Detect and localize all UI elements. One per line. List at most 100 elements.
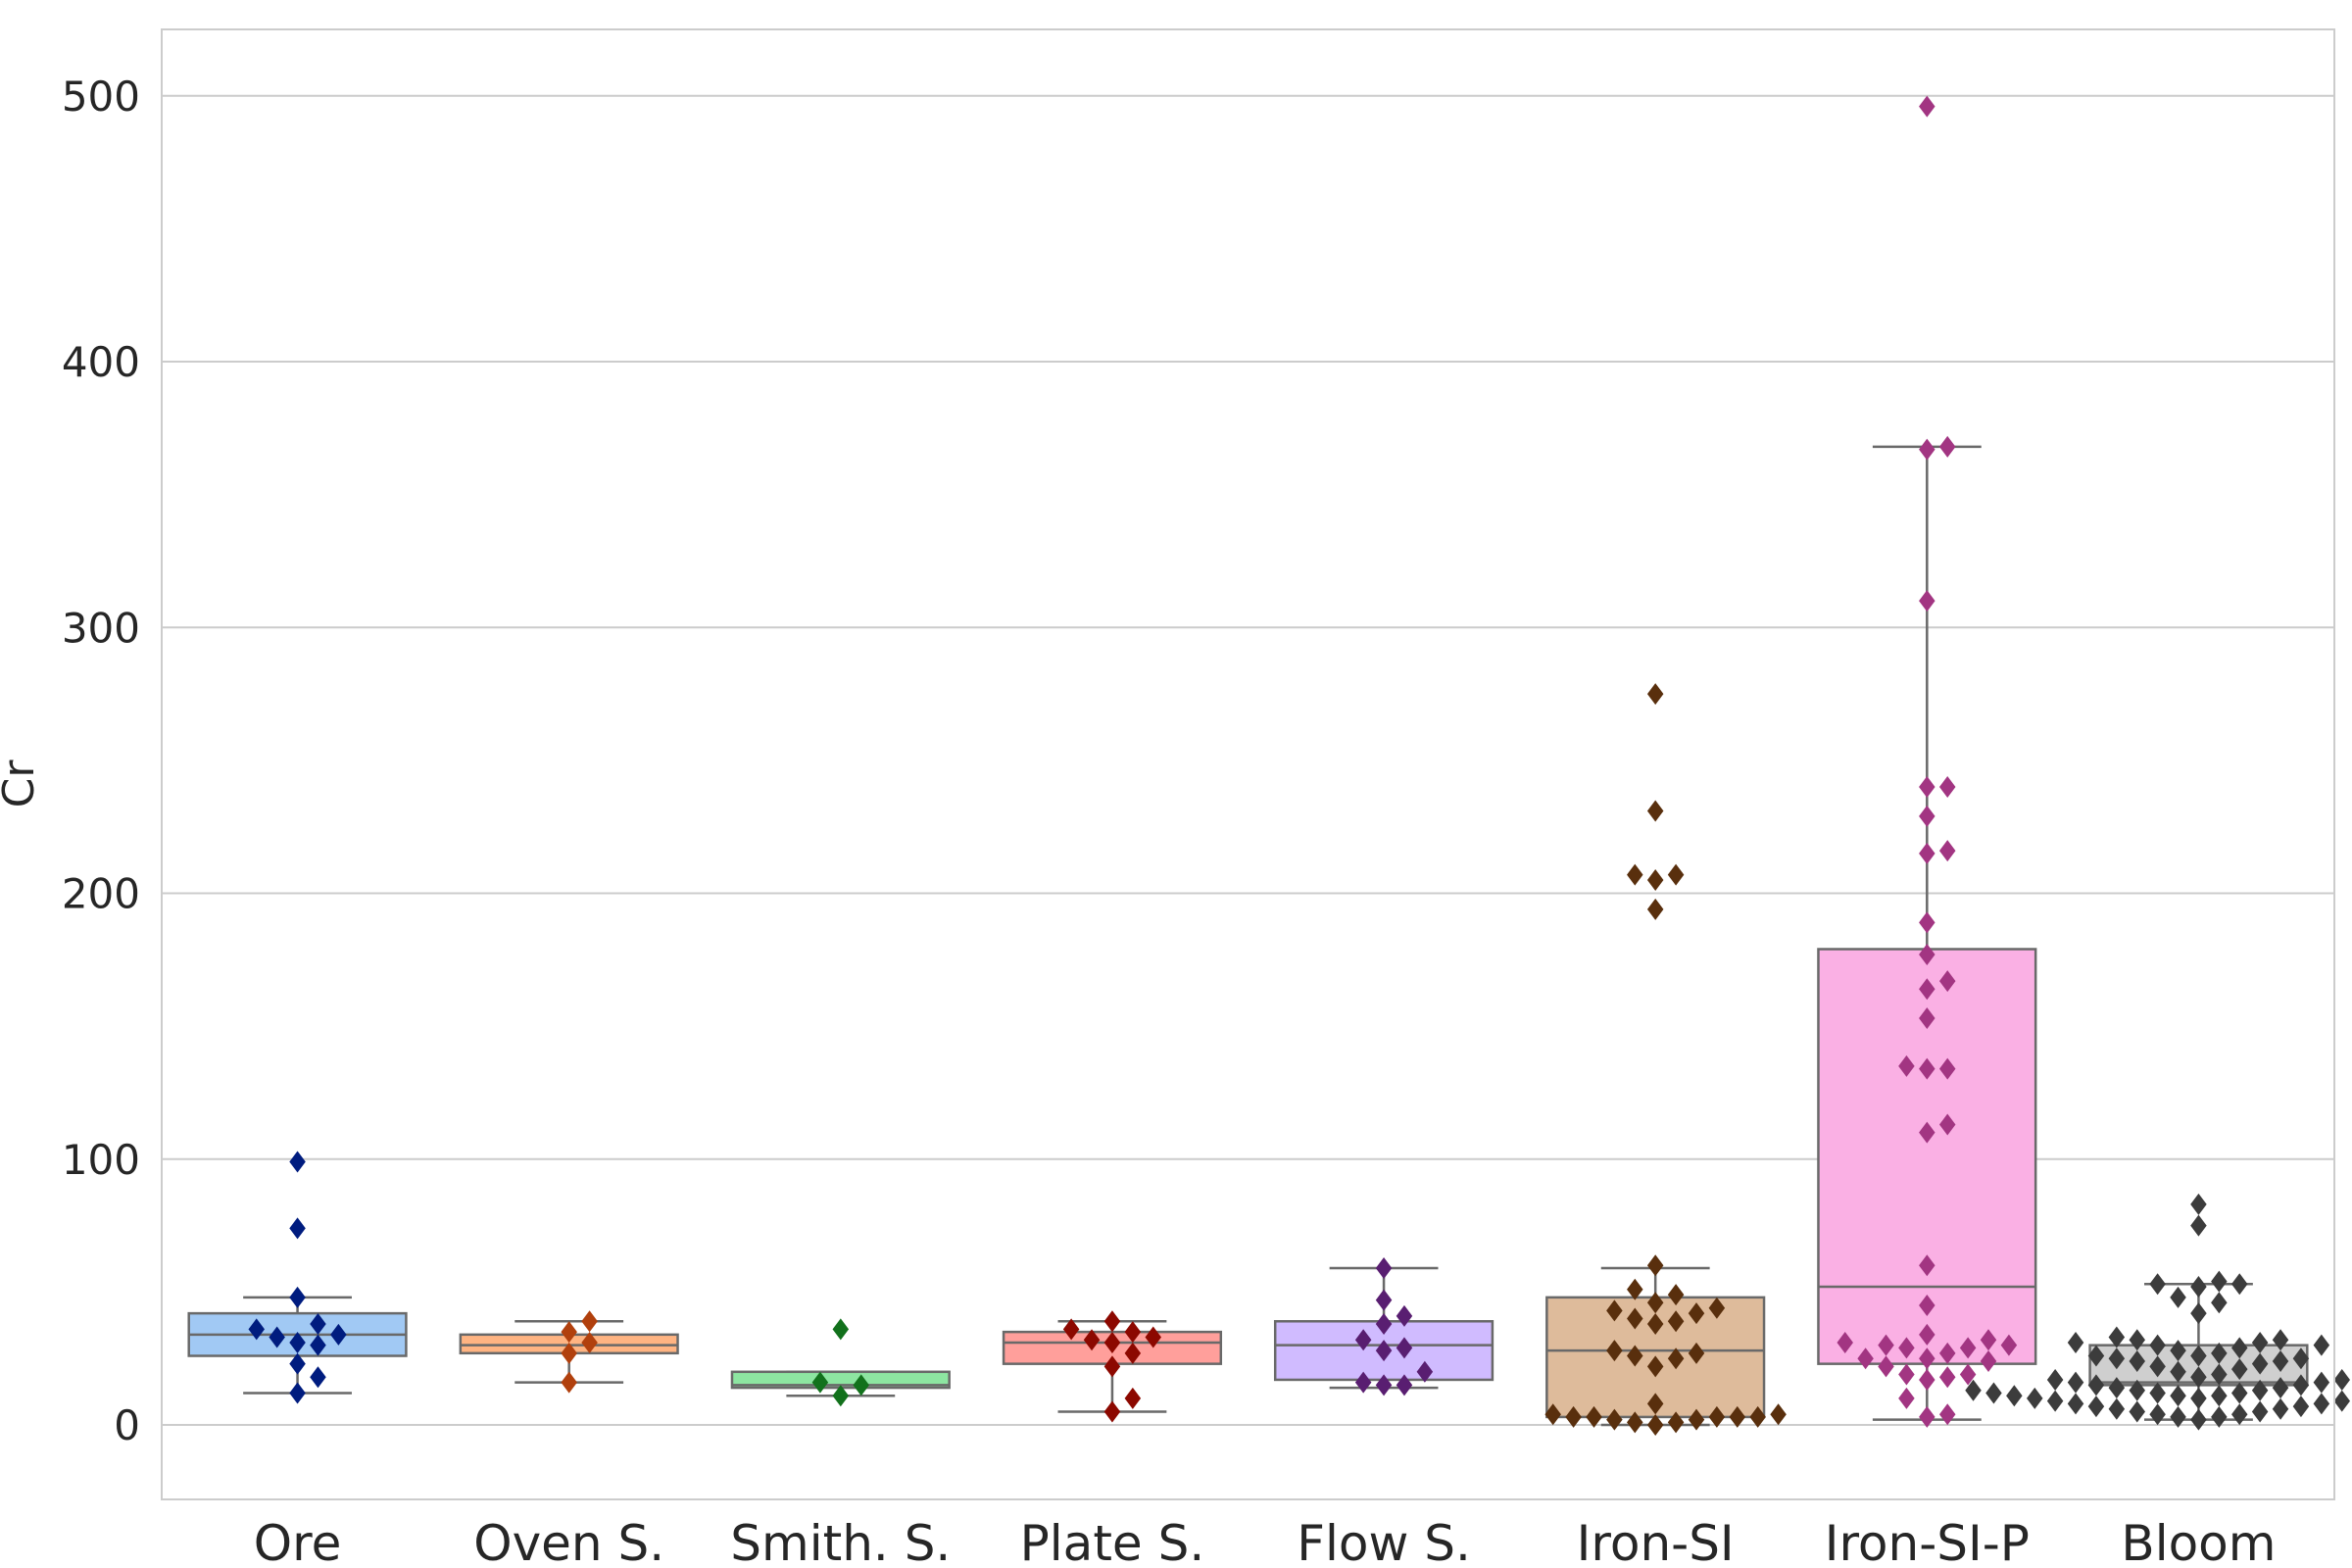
points-flow-s- (1354, 1257, 1434, 1396)
data-point (1354, 1329, 1372, 1351)
data-point (2272, 1377, 2289, 1399)
data-point (1898, 1337, 1915, 1359)
x-tick-label: Oven S. (473, 1515, 664, 1568)
data-point (2026, 1387, 2043, 1409)
data-point (1938, 1366, 1956, 1389)
points-iron-si-p (1837, 95, 2018, 1428)
grid-lines (162, 94, 2334, 1427)
data-point (1062, 1318, 1080, 1341)
data-point (2046, 1368, 2064, 1391)
data-point (2211, 1363, 2228, 1386)
data-point (1919, 805, 1936, 827)
y-tick-label: 100 (62, 1136, 140, 1184)
data-point (1627, 1345, 1643, 1367)
data-point (2170, 1385, 2186, 1407)
data-point (1980, 1329, 1997, 1351)
data-point (2149, 1382, 2166, 1404)
data-point (1749, 1405, 1766, 1428)
data-point (269, 1326, 285, 1348)
data-point (1396, 1337, 1413, 1359)
data-point (1938, 1342, 1956, 1364)
data-point (310, 1366, 326, 1389)
data-point (1145, 1326, 1161, 1348)
data-point (1919, 978, 1936, 1001)
data-point (1667, 863, 1685, 886)
data-point (1919, 95, 1936, 118)
points-iron-si (1544, 683, 1787, 1437)
data-point (2211, 1405, 2228, 1428)
data-point (1375, 1257, 1393, 1280)
y-tick-label: 200 (62, 870, 140, 918)
y-tick-label: 400 (62, 338, 140, 386)
data-point (1959, 1363, 1977, 1386)
data-point (1857, 1348, 1874, 1370)
data-point (1646, 1254, 1664, 1277)
data-point (2190, 1387, 2207, 1409)
data-point (1416, 1360, 1434, 1383)
data-point (1938, 1113, 1956, 1136)
data-point (1667, 1284, 1685, 1306)
data-point (1688, 1408, 1705, 1431)
data-point (811, 1371, 829, 1394)
data-point (561, 1342, 577, 1364)
data-point (1606, 1408, 1623, 1431)
data-point (1586, 1405, 1602, 1428)
data-point (289, 1331, 306, 1353)
data-point (2149, 1403, 2166, 1426)
data-point (1124, 1321, 1142, 1344)
data-point (1667, 1348, 1685, 1370)
data-point (1708, 1297, 1726, 1319)
data-point (1919, 438, 1936, 461)
data-point (1375, 1374, 1393, 1396)
data-point (2108, 1397, 2126, 1420)
data-point (1898, 1054, 1915, 1077)
data-point (1878, 1334, 1894, 1356)
x-tick-label: Bloom (2121, 1515, 2276, 1568)
data-point (1965, 1379, 1982, 1401)
data-point (2129, 1349, 2145, 1372)
data-point (1919, 1323, 1936, 1346)
data-point (1938, 1403, 1956, 1426)
data-point (2292, 1348, 2310, 1370)
data-point (1646, 868, 1664, 891)
data-point (2251, 1379, 2269, 1401)
data-point (1646, 898, 1664, 920)
points-plate-s- (1062, 1310, 1161, 1423)
data-point (289, 1286, 306, 1308)
data-point (1938, 435, 1956, 458)
data-point (1606, 1340, 1623, 1362)
data-point (1627, 1411, 1643, 1434)
data-point (581, 1310, 598, 1333)
data-point (1646, 1355, 1664, 1378)
y-tick-labels: 0 100 200 300 400 500 (62, 73, 140, 1449)
data-point (2087, 1374, 2105, 1396)
data-point (1375, 1289, 1393, 1311)
data-point (2211, 1270, 2228, 1293)
data-point (1375, 1312, 1393, 1335)
y-axis-label: Cr (0, 760, 44, 808)
data-point (1103, 1400, 1121, 1423)
data-point (2230, 1273, 2248, 1296)
data-point (2190, 1345, 2207, 1367)
data-point (1103, 1355, 1121, 1378)
data-point (1938, 840, 1956, 862)
data-point (1646, 1414, 1664, 1437)
data-point (1627, 863, 1643, 886)
data-point (1627, 1278, 1643, 1300)
data-point (2087, 1396, 2105, 1418)
data-point (1919, 1007, 1936, 1030)
data-point (1770, 1403, 1787, 1426)
data-point (1919, 1294, 1936, 1316)
y-tick-label: 0 (114, 1401, 140, 1449)
data-point (2292, 1396, 2310, 1418)
data-point (2313, 1393, 2330, 1415)
data-point (1919, 1348, 1936, 1370)
data-point (1627, 1307, 1643, 1330)
data-point (561, 1371, 577, 1394)
data-point (2251, 1352, 2269, 1375)
data-point (1103, 1331, 1121, 1353)
plot-frame (161, 28, 2335, 1500)
data-point (1919, 943, 1936, 965)
data-point (2190, 1366, 2207, 1389)
